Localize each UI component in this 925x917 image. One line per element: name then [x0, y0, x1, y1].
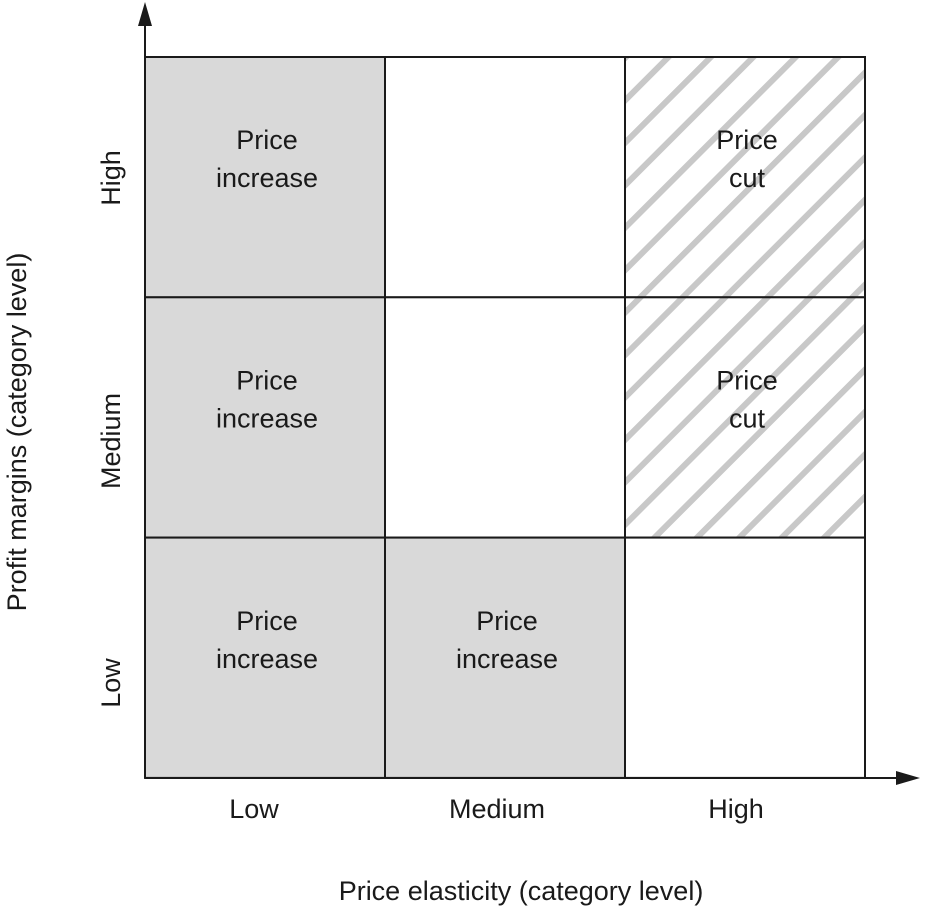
cell-label-line1: Price — [476, 606, 538, 636]
cell-low-margin-low-elasticity — [144, 536, 386, 779]
cell-label-line2: cut — [729, 403, 766, 433]
x-axis — [145, 771, 920, 785]
matrix-cells: Price increase Price cut Price increase Price c… — [144, 56, 866, 779]
y-tick-medium: Medium — [96, 393, 126, 489]
cell-label-line2: cut — [729, 163, 766, 193]
cell-label-line1: Price — [716, 365, 778, 395]
cell-medium-margin-low-elasticity — [144, 296, 386, 539]
cell-low-margin-medium-elasticity — [384, 536, 626, 779]
cell-medium-margin-high-elasticity — [624, 296, 866, 539]
y-tick-high: High — [96, 150, 126, 206]
x-tick-low: Low — [229, 794, 279, 824]
cell-label-line2: increase — [216, 403, 318, 433]
x-axis-title: Price elasticity (category level) — [339, 876, 704, 906]
cell-label-line1: Price — [236, 365, 298, 395]
y-tick-low: Low — [96, 658, 126, 708]
cell-label-line2: increase — [216, 644, 318, 674]
cell-label-line2: increase — [456, 644, 558, 674]
x-axis-arrow-icon — [896, 771, 920, 785]
cell-label-line2: increase — [216, 163, 318, 193]
cell-low-margin-high-elasticity — [624, 536, 866, 779]
cell-high-margin-low-elasticity — [144, 56, 386, 299]
cell-high-margin-high-elasticity — [624, 56, 866, 299]
cell-label-line1: Price — [236, 125, 298, 155]
y-axis-title: Profit margins (category level) — [2, 253, 32, 612]
x-tick-medium: Medium — [449, 794, 545, 824]
cell-label-line1: Price — [716, 125, 778, 155]
cell-medium-margin-medium-elasticity — [384, 296, 626, 539]
cell-high-margin-medium-elasticity — [384, 56, 626, 299]
cell-label-line1: Price — [236, 606, 298, 636]
y-axis-arrow-icon — [138, 2, 152, 26]
x-tick-high: High — [708, 794, 764, 824]
y-axis — [138, 2, 152, 778]
